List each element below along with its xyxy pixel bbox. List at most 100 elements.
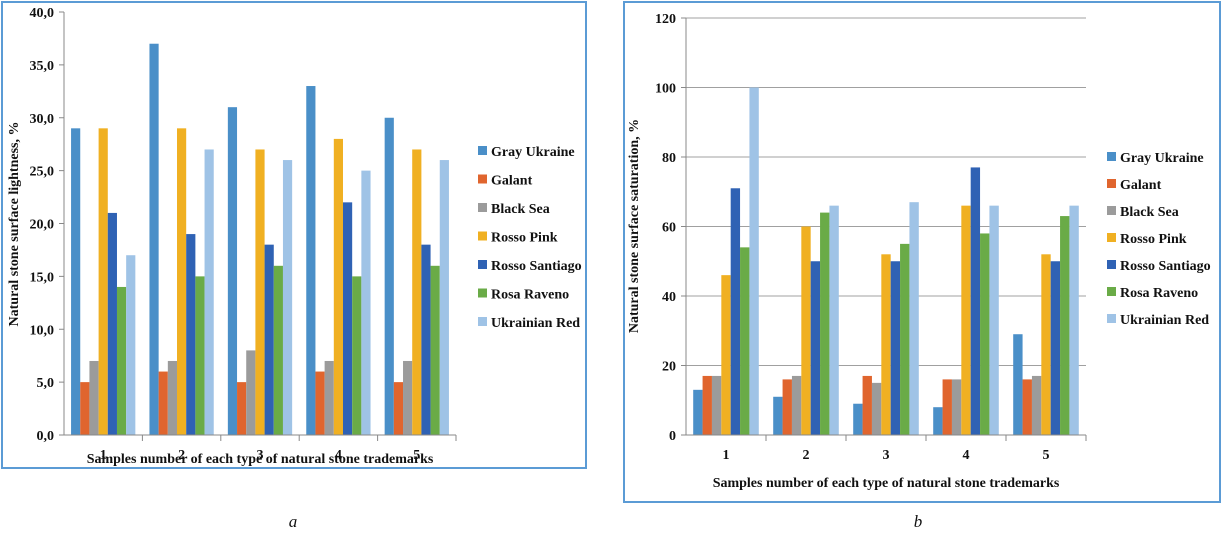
legend-label: Black Sea xyxy=(1120,205,1179,220)
bar-black-sea-1 xyxy=(89,360,99,435)
bar-galant-4 xyxy=(315,371,325,435)
bar-rosa-raveno-3 xyxy=(273,265,283,435)
x-tick-label: 2 xyxy=(178,448,185,463)
legend-swatch xyxy=(1107,314,1116,323)
legend-label: Rosso Pink xyxy=(491,231,558,246)
x-tick-label: 3 xyxy=(257,448,264,463)
legend-swatch xyxy=(478,203,487,212)
chart-b-x-ticks: 1 2 3 4 5 xyxy=(723,435,1087,463)
y-tick-label: 40,0 xyxy=(30,6,55,21)
legend-swatch xyxy=(1107,233,1116,242)
x-tick-label: 1 xyxy=(723,448,730,463)
bar-black-sea-2 xyxy=(167,360,178,435)
legend-swatch xyxy=(1107,152,1116,161)
chart-a-x-axis-label: Samples number of each type of natural s… xyxy=(87,452,434,467)
bar-ukrainian-red-2 xyxy=(829,205,839,435)
y-tick-label: 20 xyxy=(662,360,676,375)
legend-swatch xyxy=(1107,260,1116,269)
bar-rosso-pink-2 xyxy=(177,128,187,435)
legend-label: Ukrainian Red xyxy=(1120,313,1209,328)
bar-galant-3 xyxy=(237,382,247,435)
legend-swatch xyxy=(478,288,487,298)
y-tick-label: 0 xyxy=(669,429,676,444)
chart-b: 0 20 40 60 80 100 120 1 2 3 4 5 Samples number of … xyxy=(623,1,1221,503)
y-tick-label: 30,0 xyxy=(30,112,55,127)
bar-gray-ukraine-1 xyxy=(71,128,81,435)
bar-gray-ukraine-2 xyxy=(773,396,783,435)
bar-galant-2 xyxy=(782,379,792,435)
legend-swatch xyxy=(478,146,487,155)
bar-gray-ukraine-5 xyxy=(1013,334,1023,435)
bar-rosa-raveno-3 xyxy=(900,243,910,435)
bar-gray-ukraine-3 xyxy=(227,107,238,436)
y-tick-label: 60 xyxy=(662,221,676,236)
x-tick-label: 2 xyxy=(803,448,810,463)
bar-gray-ukraine-3 xyxy=(853,403,863,435)
legend-label: Galant xyxy=(1120,178,1162,193)
bar-ukrainian-red-4 xyxy=(989,205,999,435)
y-tick-label: 35,0 xyxy=(30,59,55,74)
legend-label: Rosso Santiago xyxy=(1120,259,1211,274)
chart-a-y-axis-label: Natural stone surface lightness, % xyxy=(7,122,22,327)
bar-rosso-santiago-5 xyxy=(1050,261,1061,435)
y-tick-label: 80 xyxy=(662,151,676,166)
legend-label: Gray Ukraine xyxy=(491,145,575,160)
chart-b-y-axis-label: Natural stone surface saturation, % xyxy=(627,119,642,333)
y-tick-label: 0,0 xyxy=(37,429,55,444)
bar-ukrainian-red-5 xyxy=(439,160,449,436)
legend-swatch xyxy=(1107,179,1116,188)
chart-a: 0,0 5,0 10,0 15,0 20,0 25,0 30,0 35,0 40,0 1 2 3 4 5… xyxy=(1,1,587,469)
bar-rosso-pink-1 xyxy=(98,128,108,435)
bar-rosso-pink-5 xyxy=(412,149,422,435)
y-tick-label: 100 xyxy=(655,82,676,97)
legend-swatch xyxy=(1107,287,1116,296)
bar-ukrainian-red-1 xyxy=(749,87,759,435)
bar-rosa-raveno-5 xyxy=(430,265,440,435)
chart-b-y-ticks: 0 20 40 60 80 100 120 xyxy=(655,12,686,444)
bar-rosso-pink-1 xyxy=(721,275,731,435)
chart-a-bars xyxy=(71,43,449,436)
chart-b-x-axis-label: Samples number of each type of natural s… xyxy=(713,476,1060,491)
bar-rosso-pink-2 xyxy=(801,226,811,435)
legend-label: Rosa Raveno xyxy=(1120,286,1198,301)
bar-ukrainian-red-5 xyxy=(1069,205,1079,435)
bar-rosso-pink-3 xyxy=(255,149,265,435)
y-tick-label: 10,0 xyxy=(30,323,55,338)
y-tick-label: 25,0 xyxy=(30,165,55,180)
bar-black-sea-5 xyxy=(1031,375,1042,435)
bar-rosso-pink-3 xyxy=(881,254,891,435)
legend-swatch xyxy=(478,317,487,326)
bar-galant-2 xyxy=(158,371,168,435)
chart-b-bars xyxy=(693,87,1079,436)
caption-b: b xyxy=(914,512,923,531)
bar-rosa-raveno-4 xyxy=(980,233,990,435)
x-tick-label: 3 xyxy=(883,448,890,463)
caption-a: a xyxy=(289,512,298,531)
bar-black-sea-3 xyxy=(871,382,882,435)
bar-rosso-santiago-2 xyxy=(186,234,196,435)
bar-rosso-pink-4 xyxy=(961,205,971,435)
x-tick-label: 5 xyxy=(1043,448,1050,463)
legend-label: Ukrainian Red xyxy=(491,316,580,331)
bar-galant-1 xyxy=(80,382,90,435)
bar-rosso-pink-4 xyxy=(333,138,343,435)
legend-label: Gray Ukraine xyxy=(1120,151,1204,166)
bar-rosso-santiago-5 xyxy=(421,244,431,435)
y-tick-label: 5,0 xyxy=(37,376,55,391)
bar-galant-4 xyxy=(942,379,952,435)
bar-rosa-raveno-5 xyxy=(1060,216,1070,435)
bar-rosso-santiago-4 xyxy=(342,202,353,435)
legend-swatch xyxy=(478,260,487,269)
bar-ukrainian-red-1 xyxy=(126,255,136,435)
bar-rosso-pink-5 xyxy=(1041,254,1051,435)
bar-gray-ukraine-1 xyxy=(693,389,703,435)
legend-label: Rosso Santiago xyxy=(491,259,582,274)
bar-black-sea-4 xyxy=(951,379,962,435)
bar-galant-5 xyxy=(393,382,404,435)
y-tick-label: 15,0 xyxy=(30,270,55,285)
legend-swatch xyxy=(1107,206,1116,215)
bar-galant-3 xyxy=(862,375,872,435)
bar-ukrainian-red-2 xyxy=(204,149,214,435)
legend-label: Rosso Pink xyxy=(1120,232,1187,247)
